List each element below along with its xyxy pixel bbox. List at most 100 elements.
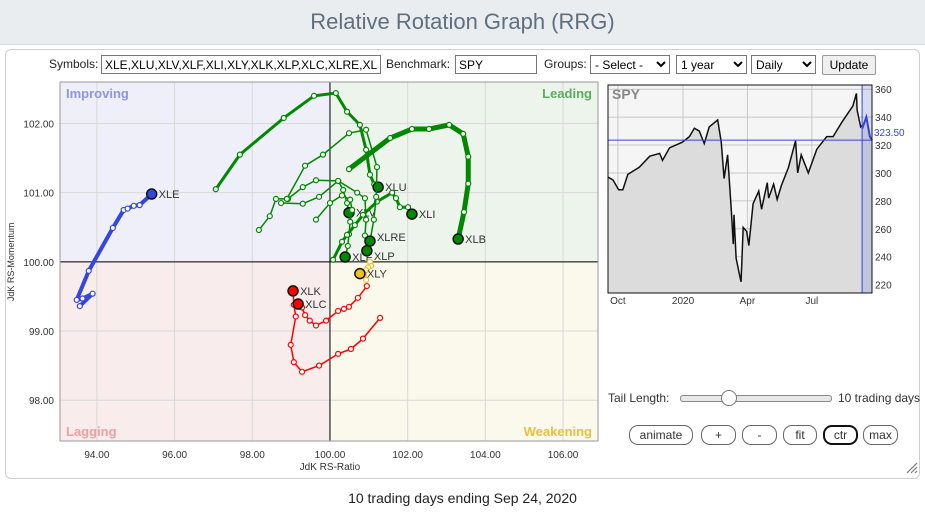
tail-point <box>73 296 80 303</box>
head-point[interactable] <box>372 181 384 193</box>
benchmark-input[interactable] <box>455 55 537 74</box>
tail-point <box>351 222 358 229</box>
resize-grip-icon[interactable] <box>904 460 918 474</box>
fit-button[interactable]: fit <box>783 425 817 445</box>
head-point[interactable] <box>354 267 366 280</box>
symbol-label: XLY <box>367 269 388 281</box>
tail-point <box>446 121 453 128</box>
x-axis-title: JdK RS-Ratio <box>300 462 361 473</box>
spy-title: SPY <box>612 86 641 102</box>
groups-select[interactable]: - Select - <box>590 55 670 74</box>
tail-point <box>277 199 285 207</box>
plot-border <box>59 81 599 442</box>
tail-xlc[interactable]: XLC <box>292 282 370 329</box>
symbols-input[interactable] <box>101 55 381 74</box>
head-point[interactable] <box>406 208 418 220</box>
spy-y-tick-label: 300 <box>875 169 892 180</box>
tail-point <box>338 238 346 245</box>
tail-point <box>345 130 353 137</box>
tail-point <box>302 162 309 169</box>
tail-point <box>345 166 353 173</box>
tail-point <box>392 195 400 202</box>
spy-y-tick-label: 320 <box>875 141 892 152</box>
tail-point <box>344 242 351 250</box>
tail-point <box>404 204 412 211</box>
head-point[interactable] <box>287 285 299 297</box>
head-point[interactable] <box>145 188 158 200</box>
tail-point <box>345 303 353 310</box>
tail-point <box>354 294 362 301</box>
tail-point <box>340 305 348 312</box>
center-button[interactable]: ctr <box>823 425 858 445</box>
spy-y-tick-label: 360 <box>875 85 892 96</box>
tail-xle[interactable]: XLE <box>73 188 179 310</box>
tail-point <box>335 350 342 357</box>
x-tick-label: 96.00 <box>162 450 187 461</box>
x-tick-label: 106.00 <box>548 450 579 461</box>
frequency-select[interactable]: Daily <box>751 55 816 74</box>
tail-point <box>425 125 433 133</box>
tail-point <box>335 177 342 185</box>
footer-caption: 10 trading days ending Sep 24, 2020 <box>348 490 577 506</box>
tail-point <box>315 362 323 369</box>
tail-point <box>349 206 356 214</box>
tail-point <box>76 303 83 310</box>
tail-point <box>315 193 323 200</box>
slider-knob[interactable] <box>721 390 737 406</box>
tail-point <box>347 218 354 225</box>
tail-point <box>136 202 143 209</box>
spy-y-tick-label: 340 <box>875 113 892 124</box>
tail-point <box>362 276 370 283</box>
tail-xlk[interactable]: XLK <box>287 285 384 375</box>
animate-button[interactable]: animate <box>629 425 693 445</box>
y-tick-label: 101.00 <box>23 189 54 200</box>
tail-point <box>343 108 351 115</box>
tail-point <box>359 335 367 342</box>
tail-point <box>396 204 403 211</box>
spy-x-tick-label: Apr <box>740 296 756 307</box>
head-point[interactable] <box>452 233 464 245</box>
spy-plot-border <box>607 84 873 294</box>
y-axis-title: JdK RS-Momentum <box>6 223 16 302</box>
tail-xlb[interactable]: XLB <box>345 121 486 246</box>
quadrant-improving <box>60 82 330 262</box>
tail-point <box>130 202 137 209</box>
tail-point <box>465 153 472 160</box>
symbol-label: XLP <box>374 251 395 263</box>
symbols-label: Symbols: <box>49 57 99 71</box>
quadrant-lagging <box>60 261 330 441</box>
tail-point <box>362 146 370 153</box>
period-select[interactable]: 1 year <box>676 55 747 74</box>
head-point[interactable] <box>361 245 373 257</box>
head-point[interactable] <box>292 298 304 310</box>
tail-point <box>347 345 355 353</box>
tail-xly[interactable]: XLY <box>354 258 388 283</box>
update-button[interactable]: Update <box>822 55 876 75</box>
tail-line <box>346 122 471 242</box>
tail-point <box>299 184 306 191</box>
zoom-in-button[interactable]: + <box>701 425 736 445</box>
tail-xli[interactable]: XLI <box>329 189 436 263</box>
symbol-label: XLB <box>465 234 486 246</box>
tail-xlre[interactable]: XLRE <box>283 126 406 247</box>
tail-point <box>299 200 306 207</box>
tail-point <box>387 134 394 142</box>
tail-point <box>356 121 363 128</box>
x-tick-label: 98.00 <box>240 450 265 461</box>
tail-point <box>312 216 320 223</box>
tail-point <box>89 290 96 297</box>
tail-window <box>862 85 872 293</box>
benchmark-label: Benchmark: <box>386 57 451 71</box>
zoom-out-button[interactable]: - <box>742 425 777 445</box>
tail-point <box>312 177 320 184</box>
tail-point <box>332 89 339 97</box>
max-button[interactable]: max <box>863 425 898 445</box>
tail-length-slider[interactable] <box>680 390 832 406</box>
head-point[interactable] <box>339 251 351 263</box>
head-point[interactable] <box>364 235 376 247</box>
tail-point <box>109 224 116 232</box>
quadrant-label-lagging: Lagging <box>66 424 117 439</box>
tail-point <box>79 295 86 302</box>
tail-point <box>389 189 396 196</box>
